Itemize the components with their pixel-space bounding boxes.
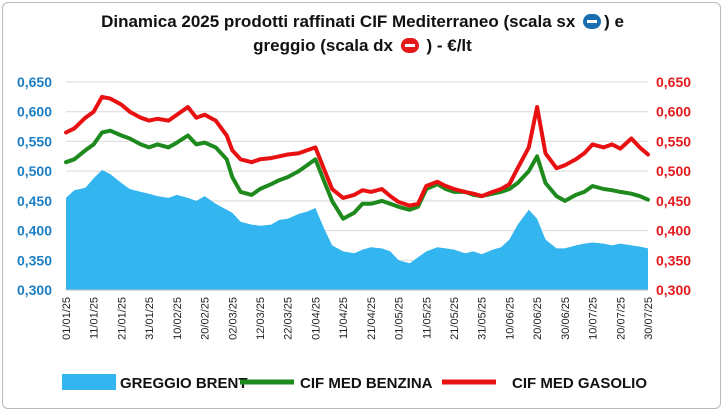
x-tick-label: 10/07/25 (588, 297, 600, 340)
x-tick-label: 11/05/25 (421, 297, 433, 339)
y-left-tick-label: 0,400 (17, 223, 52, 239)
x-tick-label: 21/01/25 (116, 297, 128, 340)
y-right-tick-label: 0,650 (656, 74, 691, 90)
legend-swatch-brent (62, 374, 116, 390)
y-right-tick-label: 0,550 (656, 133, 691, 149)
y-left-tick-label: 0,650 (17, 74, 52, 90)
legend-label: GREGGIO BRENT (120, 375, 248, 392)
series-brent-area (66, 170, 648, 290)
x-tick-label: 11/01/25 (89, 297, 101, 339)
y-left-tick-label: 0,450 (17, 193, 52, 209)
y-right-tick-label: 0,350 (656, 252, 691, 268)
y-left-tick-label: 0,550 (17, 133, 52, 149)
series-line-gasolio (64, 94, 650, 208)
legend: GREGGIO BRENT CIF MED BENZINA CIF MED GASO… (62, 374, 647, 392)
x-tick-label: 10/02/25 (172, 297, 184, 340)
y-left-tick-label: 0,300 (17, 282, 52, 298)
y-right-tick-label: 0,300 (656, 282, 691, 298)
x-tick-label: 10/06/25 (504, 297, 516, 340)
series-area-layer (66, 170, 648, 290)
x-tick-label: 21/04/25 (366, 297, 378, 340)
title-line-1-text: Dinamica 2025 prodotti raffinati CIF Med… (101, 12, 576, 31)
y-right-tick-label: 0,500 (656, 163, 691, 179)
x-tick-label: 01/05/25 (394, 297, 406, 340)
left-arrow-icon (583, 14, 602, 29)
x-tick-label: 31/01/25 (144, 297, 156, 340)
y-right-tick-label: 0,400 (656, 223, 691, 239)
series-line-benzina (64, 128, 650, 221)
x-tick-label: 02/03/25 (227, 297, 239, 340)
y-left-tick-label: 0,500 (17, 163, 52, 179)
title-line-2-end: ) - €/lt (426, 36, 472, 55)
title-line-2-text: greggio (scala dx (253, 36, 393, 55)
x-tick-label: 01/04/25 (310, 297, 322, 340)
y-left-tick-label: 0,600 (17, 104, 52, 120)
right-arrow-icon (400, 38, 419, 53)
x-tick-label: 20/07/25 (615, 297, 627, 340)
x-tick-label: 11/04/25 (338, 297, 350, 339)
x-tick-label: 12/03/25 (255, 297, 267, 340)
series-line-layer (64, 94, 650, 221)
x-tick-label: 30/07/25 (643, 297, 655, 340)
y-right-tick-label: 0,450 (656, 193, 691, 209)
x-tick-label: 20/06/25 (532, 297, 544, 340)
y-right-tick-label: 0,600 (656, 104, 691, 120)
title-line-1: Dinamica 2025 prodotti raffinati CIF Med… (0, 10, 725, 34)
y-axis-right: 0,300 0,350 0,400 0,450 0,500 0,550 0,600 0,650 (656, 74, 691, 298)
x-tick-label: 30/06/25 (560, 297, 572, 340)
title-line-2: greggio (scala dx ) - €/lt (0, 34, 725, 58)
legend-label: CIF MED GASOLIO (512, 375, 647, 392)
chart-title: Dinamica 2025 prodotti raffinati CIF Med… (0, 10, 725, 58)
legend-label: CIF MED BENZINA (300, 375, 433, 392)
y-axis-left: 0,300 0,350 0,400 0,450 0,500 0,550 0,600 0,650 (17, 74, 52, 298)
title-line-1-end: ) e (604, 12, 624, 31)
x-tick-label: 20/02/25 (200, 297, 212, 340)
x-axis: 01/01/25 11/01/25 21/01/25 31/01/25 10/02/25… (61, 289, 655, 340)
x-tick-label: 21/05/25 (449, 297, 461, 340)
x-tick-label: 31/05/25 (477, 297, 489, 340)
x-tick-label: 01/01/25 (61, 297, 73, 340)
x-tick-label: 22/03/25 (283, 297, 295, 340)
y-left-tick-label: 0,350 (17, 252, 52, 268)
